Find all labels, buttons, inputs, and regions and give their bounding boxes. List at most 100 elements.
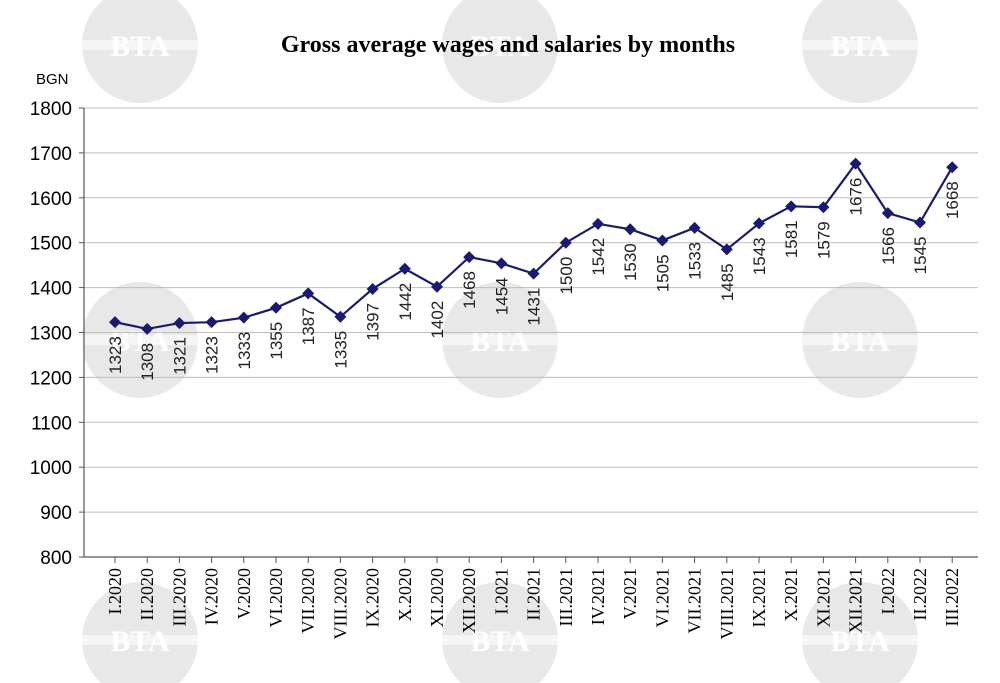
- x-tick-label: VII.2020: [298, 568, 318, 634]
- data-point: [849, 157, 862, 170]
- gridlines: [84, 107, 978, 513]
- x-tick-label: IX.2020: [363, 568, 383, 628]
- data-point: [527, 267, 540, 280]
- data-point: [302, 287, 315, 300]
- y-tick-label: 1600: [30, 189, 72, 210]
- data-label: 1335: [331, 331, 350, 369]
- data-point: [817, 201, 830, 214]
- watermark-text: BTA: [470, 325, 530, 358]
- data-label: 1468: [460, 271, 479, 309]
- data-label: 1442: [396, 283, 415, 321]
- data-point: [624, 223, 637, 236]
- data-label: 1533: [686, 242, 705, 280]
- x-tick-label: IV.2020: [202, 568, 222, 625]
- data-point: [173, 317, 186, 330]
- x-tick-label: III.2020: [169, 568, 189, 626]
- watermark-text: BTA: [830, 30, 890, 63]
- x-tick-label: I.2021: [491, 568, 511, 615]
- x-tick-label: VI.2020: [266, 568, 286, 628]
- x-tick-label: II.2021: [524, 568, 544, 621]
- y-tick-label: 1000: [30, 458, 72, 479]
- y-tick-label: 900: [40, 503, 72, 524]
- data-label: 1454: [492, 277, 511, 315]
- data-label: 1321: [170, 337, 189, 375]
- watermark-logo: BTA: [440, 282, 560, 398]
- data-point: [592, 217, 604, 230]
- x-axis-ticks: I.2020 II.2020 III.2020 IV.2020 V.2020 VI.202…: [105, 557, 962, 639]
- data-point: [334, 310, 347, 323]
- x-tick-label: X.2021: [781, 568, 801, 622]
- x-tick-label: VIII.2020: [330, 568, 350, 639]
- data-point: [431, 280, 443, 293]
- watermark-logo: BTA: [80, 582, 200, 683]
- x-tick-label: XII.2020: [459, 568, 479, 634]
- y-axis-unit-label: BGN: [36, 71, 69, 88]
- watermark-text: BTA: [470, 625, 530, 658]
- data-label: 1542: [589, 238, 608, 276]
- watermark-logo: BTA: [800, 282, 920, 398]
- chart-title: Gross average wages and salaries by mont…: [281, 32, 735, 58]
- y-tick-label: 1500: [30, 234, 72, 255]
- watermark-text: BTA: [830, 625, 890, 658]
- data-point: [141, 322, 154, 335]
- x-tick-label: II.2020: [137, 568, 157, 621]
- data-point: [720, 243, 733, 256]
- data-point: [559, 236, 572, 249]
- data-label: 1397: [364, 303, 383, 341]
- x-tick-label: III.2021: [556, 568, 576, 626]
- x-tick-label: VIII.2021: [717, 568, 737, 639]
- data-label: 1485: [718, 263, 737, 301]
- data-point: [753, 217, 765, 230]
- data-label: 1387: [299, 307, 318, 345]
- x-tick-label: XI.2021: [813, 568, 833, 628]
- data-point: [205, 316, 218, 329]
- watermark-text: BTA: [830, 325, 890, 358]
- data-label: 1402: [428, 301, 447, 339]
- data-point: [946, 161, 959, 174]
- x-tick-label: I.2020: [105, 568, 125, 615]
- data-point: [109, 316, 121, 329]
- x-tick-label: VI.2021: [652, 568, 672, 628]
- data-point: [656, 234, 669, 247]
- data-label: 1676: [847, 178, 866, 216]
- data-label: 1543: [750, 237, 769, 275]
- watermark-logo: BTA: [440, 582, 560, 683]
- x-tick-label: I.2022: [878, 568, 898, 615]
- watermark-layer: BTA BTA BTA BTA BTA BTA BTA BTA BTA: [80, 0, 920, 683]
- x-tick-label: II.2022: [910, 568, 930, 621]
- y-tick-label: 1100: [31, 413, 72, 434]
- data-point: [881, 207, 894, 220]
- x-tick-label: XII.2021: [846, 568, 866, 634]
- data-label: 1500: [557, 257, 576, 295]
- data-point: [366, 282, 379, 295]
- data-point: [463, 251, 476, 264]
- data-label: 1323: [106, 336, 125, 374]
- data-point: [785, 200, 798, 213]
- data-label: 1530: [621, 243, 640, 281]
- data-label: 1545: [911, 236, 930, 274]
- watermark-text: BTA: [110, 30, 170, 63]
- y-tick-label: 1300: [30, 324, 72, 345]
- data-label: 1333: [235, 332, 254, 370]
- watermark-logo: BTA: [80, 282, 200, 398]
- data-point: [270, 301, 282, 314]
- y-tick-label: 1400: [30, 279, 72, 300]
- x-tick-label: III.2022: [942, 568, 962, 626]
- data-point: [237, 311, 250, 324]
- data-label: 1355: [267, 322, 286, 360]
- data-label: 1431: [525, 288, 544, 326]
- data-point: [495, 257, 508, 270]
- watermark-text: BTA: [110, 325, 170, 358]
- data-label: 1579: [814, 221, 833, 259]
- x-tick-label: IX.2021: [749, 568, 769, 628]
- x-tick-label: X.2020: [395, 568, 415, 622]
- data-label: 1308: [138, 343, 157, 381]
- data-labels: 1323 1308 1321 1323 1333 1355 1387 1335 1397 1442…: [106, 178, 962, 381]
- data-label: 1668: [943, 181, 962, 219]
- y-axis-ticks: 800 900 1000 1100 1200 1300 1400 1500 1600 1700 18…: [30, 99, 84, 569]
- watermark-logo: BTA: [440, 0, 560, 103]
- watermark-logo: BTA: [800, 582, 920, 683]
- data-label: 1323: [203, 336, 222, 374]
- x-tick-label: V.2020: [234, 568, 254, 619]
